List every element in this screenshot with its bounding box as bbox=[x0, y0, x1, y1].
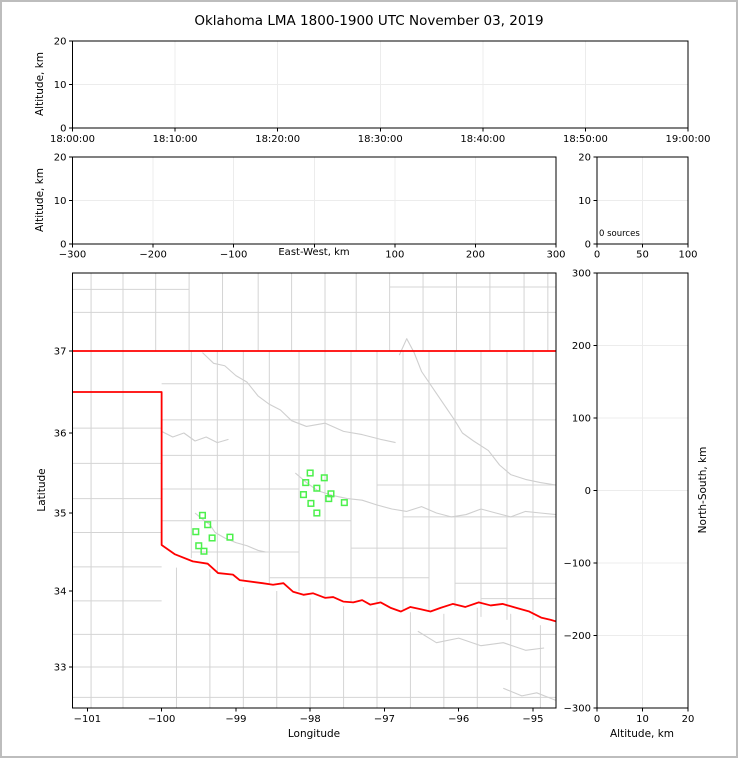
svg-text:−97: −97 bbox=[374, 714, 395, 725]
source-marker bbox=[226, 533, 234, 541]
county-lines bbox=[72, 273, 556, 708]
svg-text:36: 36 bbox=[54, 429, 67, 440]
svg-text:37: 37 bbox=[54, 347, 67, 358]
svg-text:0: 0 bbox=[594, 250, 600, 261]
lma-sources bbox=[192, 469, 348, 555]
source-count-annotation: 0 sources bbox=[599, 229, 640, 239]
svg-text:18:20:00: 18:20:00 bbox=[255, 134, 300, 145]
svg-text:20: 20 bbox=[682, 714, 695, 725]
map-content bbox=[72, 273, 556, 708]
svg-text:100: 100 bbox=[678, 250, 697, 261]
svg-text:100: 100 bbox=[385, 250, 404, 261]
svg-text:0: 0 bbox=[585, 240, 591, 251]
svg-text:−101: −101 bbox=[74, 714, 101, 725]
svg-text:300: 300 bbox=[546, 250, 565, 261]
svg-text:18:40:00: 18:40:00 bbox=[460, 134, 505, 145]
map-ylabel: Latitude bbox=[36, 468, 48, 512]
svg-text:18:10:00: 18:10:00 bbox=[153, 134, 198, 145]
svg-text:−300: −300 bbox=[59, 250, 86, 261]
time-height-ylabel: Altitude, km bbox=[34, 51, 46, 117]
state-border bbox=[72, 350, 556, 623]
source-marker bbox=[313, 484, 321, 492]
svg-text:0: 0 bbox=[60, 124, 66, 135]
svg-text:−300: −300 bbox=[564, 704, 591, 715]
svg-text:19:00:00: 19:00:00 bbox=[666, 134, 711, 145]
svg-text:10: 10 bbox=[54, 196, 67, 207]
svg-text:−100: −100 bbox=[220, 250, 247, 261]
ns-height-ylabel: North-South, km bbox=[697, 446, 709, 534]
svg-text:300: 300 bbox=[572, 269, 591, 280]
source-marker bbox=[325, 495, 333, 503]
svg-text:35: 35 bbox=[54, 509, 67, 520]
svg-text:50: 50 bbox=[636, 250, 649, 261]
svg-text:−200: −200 bbox=[139, 250, 166, 261]
source-marker bbox=[200, 547, 208, 555]
svg-text:10: 10 bbox=[54, 80, 67, 91]
svg-text:0: 0 bbox=[585, 486, 591, 497]
panel-map-axes: −101 −100 −99 −98 −97 −96 −95 33 34 35 36 37 bbox=[54, 272, 557, 725]
svg-text:−95: −95 bbox=[522, 714, 543, 725]
panel-alt-histogram: 0 50 100 0 10 20 bbox=[578, 153, 697, 261]
source-marker bbox=[307, 499, 315, 507]
source-marker bbox=[302, 479, 310, 487]
svg-text:18:30:00: 18:30:00 bbox=[358, 134, 403, 145]
svg-text:20: 20 bbox=[578, 153, 591, 164]
map-xlabel: Longitude bbox=[287, 728, 341, 740]
source-marker bbox=[313, 509, 321, 517]
source-marker bbox=[204, 521, 212, 529]
ew-height-xlabel: East-West, km bbox=[278, 247, 350, 258]
svg-text:20: 20 bbox=[54, 153, 67, 164]
svg-text:10: 10 bbox=[578, 196, 591, 207]
svg-text:33: 33 bbox=[54, 663, 67, 674]
svg-text:−96: −96 bbox=[448, 714, 469, 725]
svg-text:0: 0 bbox=[60, 240, 66, 251]
source-marker bbox=[340, 499, 348, 507]
source-marker bbox=[195, 542, 203, 550]
svg-text:−100: −100 bbox=[564, 559, 591, 570]
svg-text:34: 34 bbox=[54, 587, 67, 598]
svg-text:−98: −98 bbox=[300, 714, 321, 725]
panel-ns-height: 0 10 20 −300 −200 −100 0 100 200 300 bbox=[564, 269, 695, 726]
svg-text:−100: −100 bbox=[148, 714, 175, 725]
svg-text:−200: −200 bbox=[564, 631, 591, 642]
figure-title: Oklahoma LMA 1800-1900 UTC November 03, … bbox=[194, 13, 544, 29]
source-marker bbox=[320, 474, 328, 482]
source-marker bbox=[306, 469, 314, 477]
svg-text:18:00:00: 18:00:00 bbox=[50, 134, 95, 145]
ns-height-xlabel: Altitude, km bbox=[609, 728, 675, 740]
source-marker bbox=[198, 511, 207, 519]
svg-text:0: 0 bbox=[594, 714, 600, 725]
svg-text:20: 20 bbox=[54, 37, 67, 48]
source-marker bbox=[299, 491, 308, 499]
source-marker bbox=[192, 528, 200, 536]
svg-text:200: 200 bbox=[466, 250, 485, 261]
source-marker bbox=[208, 534, 216, 542]
svg-text:−99: −99 bbox=[225, 714, 246, 725]
ew-height-ylabel: Altitude, km bbox=[34, 167, 46, 233]
svg-text:10: 10 bbox=[636, 714, 649, 725]
svg-text:200: 200 bbox=[572, 341, 591, 352]
panel-time-height: 18:00:00 18:10:00 18:20:00 18:30:00 18:40:00… bbox=[50, 37, 710, 146]
panel-ew-height: −300 −200 −100 100 200 300 0 10 20 bbox=[54, 153, 566, 261]
svg-text:18:50:00: 18:50:00 bbox=[563, 134, 608, 145]
svg-text:100: 100 bbox=[572, 414, 591, 425]
river-lines bbox=[161, 338, 556, 701]
